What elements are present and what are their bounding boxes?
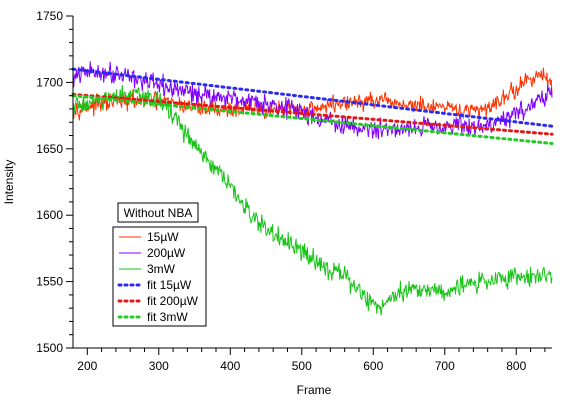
legend: 15µW 200µW 3mW fit 15µW fit 200µW fit 3mW [112,226,207,327]
annotation-frame [117,202,199,223]
x-tick-label-800: 800 [506,359,526,373]
legend-label-fit-15uw: fit 15µW [147,278,192,292]
legend-item-3mw: 3mW [119,262,176,276]
series-200uw [72,61,553,140]
series-fit-15uw [71,67,554,128]
annotation-text: Without NBA [124,206,193,220]
x-tick-label-600: 600 [363,359,383,373]
legend-label-200uw: 200µW [147,246,186,260]
legend-label-3mw: 3mW [147,262,176,276]
y-axis-title: Intensity [2,160,16,205]
legend-label-fit-3mw: fit 3mW [147,310,188,324]
x-axis-title: Frame [297,383,332,397]
y-tick-label-1700: 1700 [36,75,63,89]
legend-item-fit-15uw: fit 15µW [117,278,192,292]
legend-item-15uw: 15µW [119,230,179,244]
series-fit-200uw [71,92,554,136]
legend-item-fit-200uw: fit 200µW [117,294,199,308]
x-tick-label-500: 500 [292,359,312,373]
x-tick-label-700: 700 [435,359,455,373]
y-tick-label-1750: 1750 [36,9,63,23]
annotation-box: Without NBA [117,202,199,223]
legend-frame [112,226,207,327]
legend-item-200uw: 200µW [119,246,186,260]
axes-layer: 1500 1550 1600 1650 1700 1750 200 300 400 500 600 7… [36,9,552,373]
y-tick-label-1550: 1550 [36,275,63,289]
x-tick-label-300: 300 [149,359,169,373]
y-tick-label-1650: 1650 [36,142,63,156]
legend-label-fit-200uw: fit 200µW [147,294,199,308]
legend-label-15uw: 15µW [147,230,179,244]
series-fit-3mw [71,94,554,145]
x-tick-label-400: 400 [220,359,240,373]
y-tick-label-1500: 1500 [36,341,63,355]
legend-item-fit-3mw: fit 3mW [117,310,188,324]
series-layer [71,61,554,316]
y-tick-label-1600: 1600 [36,208,63,222]
x-tick-label-200: 200 [77,359,97,373]
